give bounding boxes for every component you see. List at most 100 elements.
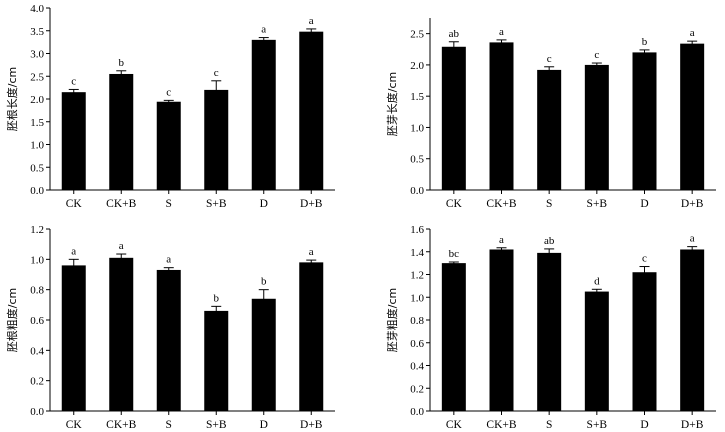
chart-panel-4: 0.0 0.2 0.4 0.6 0.8 1.0 1.2 1.4 1.6 胚芽粗度/cm bc CK a C…: [385, 224, 716, 431]
x-tick-label: D+B: [300, 419, 323, 431]
significance-letter: ab: [544, 235, 555, 247]
bar-CK: [61, 265, 86, 411]
significance-letter: a: [499, 234, 504, 246]
y-tick-label: 0.0: [30, 185, 44, 197]
significance-letter: c: [214, 67, 219, 79]
significance-letter: a: [309, 15, 314, 27]
x-tick-label: D: [260, 198, 268, 210]
y-tick-label: 2.5: [30, 71, 44, 83]
bar-CK+B: [109, 257, 134, 411]
bar-CK: [61, 92, 86, 190]
x-tick-label: CK+B: [106, 419, 136, 431]
bar-D+B: [680, 249, 705, 411]
x-tick-label: S: [166, 198, 172, 210]
significance-letter: c: [547, 53, 552, 65]
chart-panel-3: 0.0 0.2 0.4 0.6 0.8 1.0 1.2 胚根粗度/cm a CK a CK+B a Sb S…: [5, 224, 335, 431]
significance-letter: d: [594, 275, 600, 287]
x-tick-label: D+B: [681, 198, 704, 210]
significance-letter: a: [690, 233, 695, 245]
significance-letter: bc: [449, 248, 460, 260]
significance-letter: a: [499, 26, 504, 38]
y-tick-label: 0.4: [30, 345, 44, 357]
x-tick-label: CK+B: [106, 198, 136, 210]
y-tick-label: 3.0: [30, 49, 44, 61]
x-tick-label: CK: [446, 198, 463, 210]
y-tick-label: 2.5: [410, 29, 424, 41]
significance-letter: b: [214, 292, 220, 304]
significance-letter: c: [71, 75, 76, 87]
bar-D+B: [299, 31, 324, 190]
y-tick-label: 1.5: [30, 117, 44, 129]
y-tick-label: 1.6: [410, 224, 424, 236]
y-tick-label: 0.0: [410, 185, 424, 197]
x-tick-label: CK+B: [486, 198, 516, 210]
x-tick-label: CK: [446, 419, 463, 431]
bar-S: [156, 101, 181, 190]
x-tick-label: S: [546, 198, 552, 210]
significance-letter: b: [642, 36, 648, 48]
bar-D+B: [680, 43, 705, 191]
bar-D: [251, 298, 276, 411]
y-tick-label: 0.0: [410, 406, 424, 418]
x-tick-label: D+B: [681, 419, 704, 431]
y-tick-label: 1.0: [410, 122, 424, 134]
x-tick-label: CK+B: [486, 419, 516, 431]
bar-D: [632, 52, 657, 191]
y-tick-label: 1.2: [30, 224, 44, 236]
bar-S: [156, 269, 181, 411]
significance-letter: a: [71, 245, 76, 257]
y-tick-label: 0.2: [30, 376, 44, 388]
bar-S+B: [584, 291, 609, 411]
bar-S: [537, 69, 562, 190]
bar-CK+B: [489, 249, 514, 411]
x-tick-label: S: [166, 419, 172, 431]
chart-panel-2: 0.00.51.01.52.02.5胚芽长度/cmabCKaCK+BcScS+B…: [385, 18, 716, 210]
x-tick-label: D+B: [300, 198, 323, 210]
significance-letter: b: [119, 57, 125, 69]
y-tick-label: 3.5: [30, 26, 44, 38]
y-tick-label: 0.6: [30, 315, 44, 327]
significance-letter: ab: [449, 28, 460, 40]
x-tick-label: D: [260, 419, 268, 431]
x-tick-label: S+B: [206, 419, 227, 431]
x-tick-label: CK: [66, 419, 83, 431]
bar-S: [537, 252, 562, 411]
y-axis-title: 胚根粗度/cm: [5, 288, 19, 352]
y-tick-label: 0.8: [30, 285, 44, 297]
significance-letter: b: [261, 276, 267, 288]
significance-letter: c: [642, 253, 647, 265]
x-tick-label: CK: [66, 198, 83, 210]
bar-D: [632, 272, 657, 411]
y-axis-title: 胚芽长度/cm: [385, 72, 399, 136]
y-tick-label: 0.4: [410, 361, 424, 373]
bar-S+B: [204, 89, 229, 190]
bar-D: [251, 39, 276, 190]
bar-S+B: [584, 64, 609, 190]
y-tick-label: 0.8: [410, 315, 424, 327]
bar-CK: [441, 263, 466, 411]
y-tick-label: 1.0: [30, 140, 44, 152]
y-tick-label: 2.0: [30, 94, 44, 106]
y-tick-label: 1.5: [410, 91, 424, 103]
x-tick-label: S: [546, 419, 552, 431]
significance-letter: a: [119, 240, 124, 252]
x-tick-label: S+B: [587, 198, 608, 210]
bar-CK+B: [489, 42, 514, 190]
significance-letter: c: [166, 86, 171, 98]
x-tick-label: D: [640, 198, 648, 210]
x-tick-label: S+B: [206, 198, 227, 210]
significance-letter: a: [690, 27, 695, 39]
y-tick-label: 2.0: [410, 60, 424, 72]
chart-panel-1: 0.0 0.5 1.0 1.5 2.0 2.5 3.0 3.5 4.0 胚根长度/cm c CK b CK…: [5, 3, 335, 210]
y-tick-label: 1.2: [410, 270, 424, 282]
y-tick-label: 0.0: [30, 406, 44, 418]
y-axis-title: 胚根长度/cm: [5, 67, 19, 131]
x-tick-label: S+B: [587, 419, 608, 431]
significance-letter: a: [261, 24, 266, 36]
y-tick-label: 0.6: [410, 338, 424, 350]
y-tick-label: 1.0: [410, 292, 424, 304]
bar-S+B: [204, 310, 229, 411]
y-tick-label: 1.4: [410, 247, 424, 259]
bar-D+B: [299, 262, 324, 411]
